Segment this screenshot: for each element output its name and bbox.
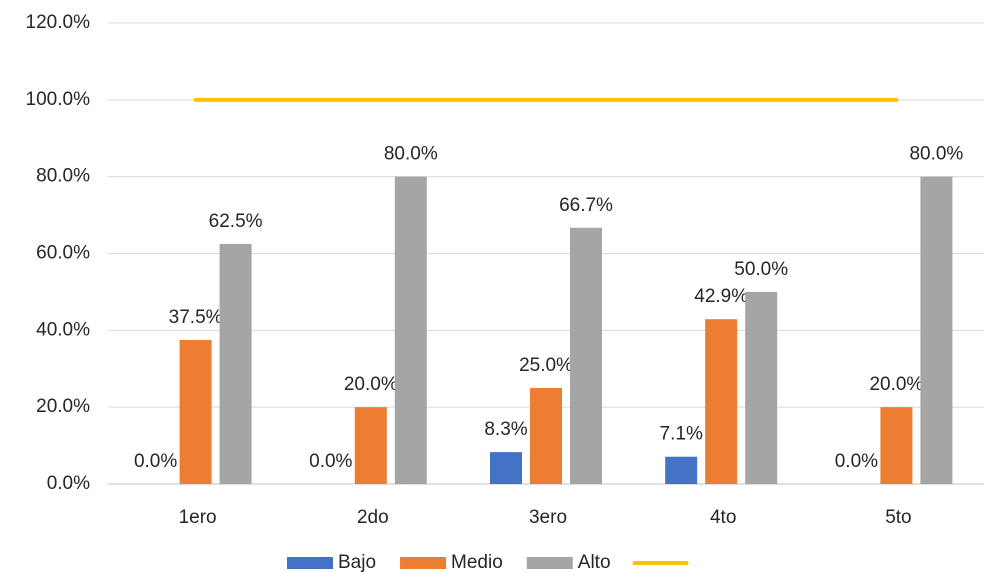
bar [570, 227, 602, 484]
data-label: 7.1% [660, 424, 703, 445]
bar [745, 291, 778, 484]
x-tick-label: 1ero [179, 507, 217, 528]
legend-label: Medio [451, 552, 503, 572]
data-label: 80.0% [909, 144, 963, 165]
data-label: 25.0% [519, 355, 573, 376]
data-label: 20.0% [869, 374, 923, 395]
data-label: 42.9% [694, 286, 748, 307]
legend-swatch [287, 557, 333, 569]
data-label: 20.0% [344, 374, 398, 395]
data-label: 50.0% [734, 259, 788, 280]
data-label: 0.0% [835, 451, 878, 472]
x-tick-label: 5to [885, 507, 911, 528]
bar [920, 176, 953, 484]
bar [219, 243, 252, 484]
legend-swatch [526, 557, 573, 569]
data-label: 66.7% [559, 195, 613, 216]
x-tick-label: 2do [357, 507, 389, 528]
data-label: 37.5% [169, 307, 223, 328]
bar [665, 456, 698, 484]
legend-label: Alto [578, 552, 611, 572]
legend-swatch [400, 557, 447, 569]
y-tick-label: 20.0% [36, 396, 90, 417]
data-label: 0.0% [309, 451, 352, 472]
data-label: 80.0% [384, 144, 438, 165]
y-tick-label: 100.0% [26, 89, 91, 110]
bar [705, 319, 738, 484]
bar [880, 407, 913, 484]
legend-label: Bajo [338, 552, 376, 572]
bar [490, 452, 522, 484]
data-label: 0.0% [134, 451, 177, 472]
bar [354, 407, 387, 484]
x-tick-label: 4to [710, 507, 736, 528]
bar [179, 339, 212, 484]
y-tick-label: 0.0% [47, 473, 90, 494]
x-tick-label: 3ero [529, 507, 567, 528]
data-label: 62.5% [209, 211, 263, 232]
data-label: 8.3% [484, 419, 527, 440]
y-tick-label: 40.0% [36, 319, 90, 340]
bar [394, 176, 427, 484]
bar [530, 387, 562, 484]
y-tick-label: 80.0% [36, 166, 90, 187]
y-tick-label: 60.0% [36, 243, 90, 264]
y-tick-label: 120.0% [26, 12, 91, 33]
